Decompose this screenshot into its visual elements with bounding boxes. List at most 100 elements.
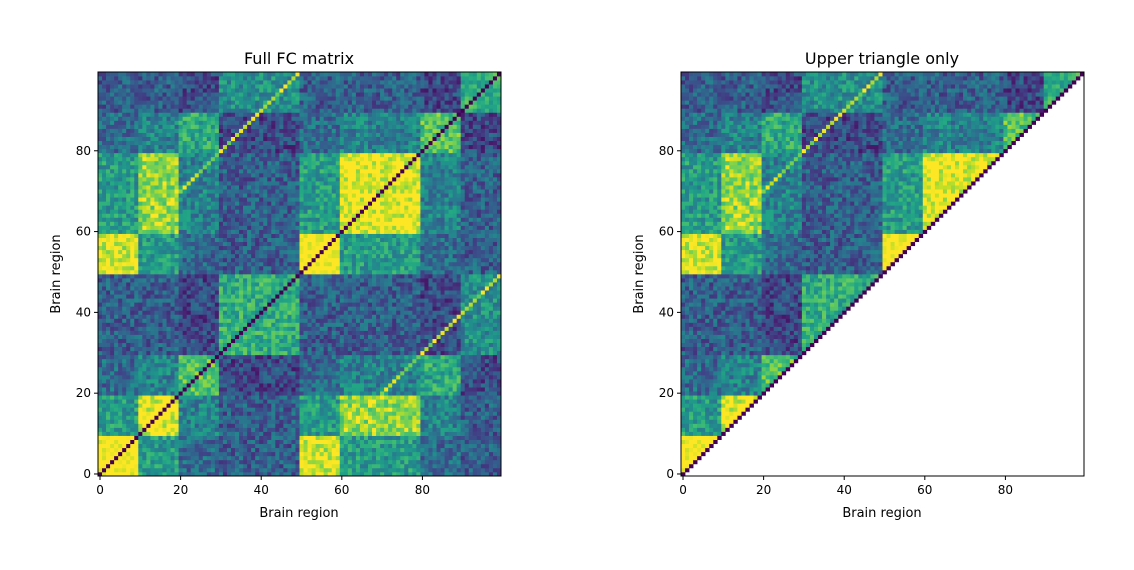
heatmap-cell	[142, 375, 147, 380]
heatmap-cell	[214, 197, 220, 202]
heatmap-cell	[174, 112, 179, 117]
heatmap-cell	[259, 257, 264, 263]
heatmap-cell	[202, 140, 208, 146]
heatmap-cell	[210, 168, 216, 174]
heatmap-cell	[158, 241, 163, 247]
heatmap-cell	[283, 298, 288, 303]
heatmap-cell	[142, 326, 147, 331]
heatmap-cell	[283, 334, 288, 339]
heatmap-cell	[182, 128, 188, 133]
heatmap-cell	[226, 265, 232, 271]
heatmap-cell	[142, 225, 147, 230]
heatmap-cell	[150, 395, 155, 400]
heatmap-cell	[235, 419, 240, 424]
heatmap-cell	[239, 181, 244, 186]
heatmap-cell	[110, 346, 115, 352]
heatmap-cell	[206, 72, 212, 77]
heatmap-cell	[295, 193, 300, 198]
heatmap-cell	[287, 306, 292, 311]
heatmap-cell	[218, 221, 224, 226]
heatmap-cell	[110, 411, 115, 416]
heatmap-cell	[275, 181, 280, 186]
heatmap-cell	[138, 431, 143, 436]
heatmap-cell	[154, 383, 159, 388]
heatmap-cell	[118, 257, 123, 263]
heatmap-cell	[146, 189, 151, 194]
heatmap-cell	[158, 419, 163, 424]
heatmap-cell	[271, 334, 276, 339]
heatmap-cell	[251, 282, 256, 287]
heatmap-cell	[134, 346, 139, 352]
heatmap-cell	[287, 314, 292, 319]
heatmap-cell	[275, 322, 280, 327]
heatmap-cell	[247, 435, 252, 440]
heatmap-cell	[106, 358, 111, 364]
heatmap-cell	[283, 96, 288, 101]
heatmap-cell	[279, 342, 284, 348]
heatmap-cell	[130, 298, 135, 303]
heatmap-cell	[158, 156, 163, 162]
heatmap-cell	[259, 427, 264, 432]
heatmap-cell	[126, 346, 131, 352]
heatmap-cell	[210, 415, 216, 420]
heatmap-cell	[230, 140, 236, 146]
heatmap-cell	[158, 471, 163, 477]
heatmap-cell	[247, 342, 252, 348]
heatmap-cell	[150, 76, 155, 81]
heatmap-cell	[194, 471, 200, 477]
heatmap-cell	[198, 302, 204, 307]
heatmap-cell	[214, 467, 220, 473]
heatmap-cell	[267, 282, 272, 287]
heatmap-cell	[110, 310, 115, 315]
heatmap-cell	[102, 318, 107, 323]
heatmap-cell	[162, 128, 167, 133]
heatmap-cell	[243, 120, 248, 125]
heatmap-cell	[263, 290, 268, 295]
heatmap-cell	[243, 350, 248, 356]
heatmap-cell	[110, 354, 115, 360]
heatmap-cell	[146, 471, 151, 477]
heatmap-cell	[178, 306, 183, 311]
heatmap-cell	[206, 290, 212, 295]
heatmap-cell	[186, 403, 192, 408]
heatmap-cell	[122, 253, 127, 259]
heatmap-cell	[239, 185, 244, 190]
heatmap-cell	[166, 205, 171, 210]
heatmap-cell	[162, 84, 167, 89]
heatmap-cell	[247, 471, 252, 477]
heatmap-cell	[243, 294, 248, 299]
heatmap-cell	[198, 108, 204, 113]
heatmap-cell	[186, 217, 192, 222]
heatmap-cell	[150, 116, 155, 121]
heatmap-cell	[267, 84, 272, 89]
heatmap-cell	[295, 265, 300, 271]
heatmap-cell	[218, 225, 224, 230]
heatmap-cell	[106, 302, 111, 307]
heatmap-cell	[110, 451, 115, 457]
heatmap-cell	[291, 257, 296, 263]
heatmap-cell	[150, 128, 155, 133]
heatmap-cell	[239, 160, 244, 166]
heatmap-cell	[218, 322, 224, 327]
heatmap-cell	[162, 459, 167, 465]
heatmap-cell	[142, 76, 147, 81]
heatmap-cell	[283, 318, 288, 323]
heatmap-cell	[214, 205, 220, 210]
heatmap-cell	[202, 471, 208, 477]
heatmap-cell	[102, 427, 107, 432]
heatmap-cell	[259, 209, 264, 214]
heatmap-cell	[114, 253, 119, 259]
heatmap-cell	[271, 253, 276, 259]
heatmap-cell	[130, 253, 135, 259]
heatmap-cell	[251, 399, 256, 404]
heatmap-cell	[182, 140, 188, 146]
heatmap-cell	[218, 435, 224, 440]
heatmap-cell	[178, 298, 183, 303]
heatmap-cell	[206, 185, 212, 190]
heatmap-cell	[114, 415, 119, 420]
heatmap-cell	[239, 104, 244, 109]
heatmap-cell	[134, 229, 139, 234]
heatmap-cell	[275, 229, 280, 234]
heatmap-cell	[206, 346, 212, 352]
heatmap-cell	[275, 221, 280, 226]
